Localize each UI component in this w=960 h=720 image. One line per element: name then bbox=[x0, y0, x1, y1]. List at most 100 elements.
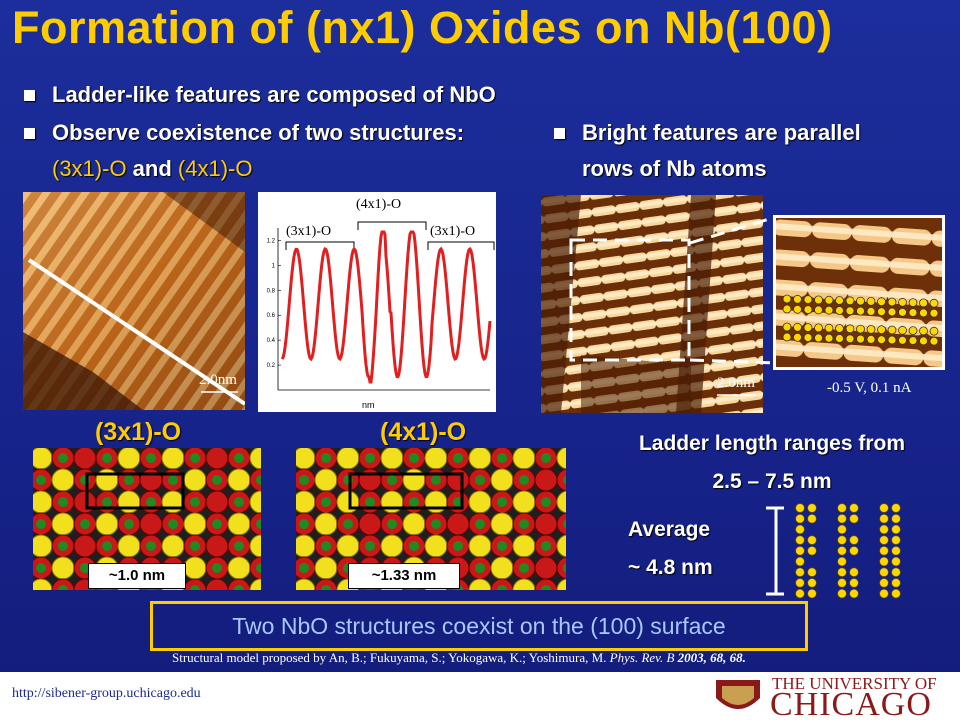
atom-nb bbox=[296, 448, 316, 470]
atom-nb bbox=[468, 578, 492, 590]
atom-nb bbox=[95, 512, 119, 536]
atom bbox=[849, 588, 859, 599]
atom bbox=[795, 567, 805, 577]
atom bbox=[866, 307, 876, 316]
atom-sub bbox=[190, 453, 200, 463]
atom-nb bbox=[227, 468, 251, 492]
atom-nb bbox=[556, 490, 566, 514]
atom bbox=[891, 578, 901, 588]
atom bbox=[814, 295, 823, 305]
atom-nb bbox=[51, 512, 75, 536]
atom bbox=[891, 588, 901, 599]
atom-nb bbox=[117, 490, 141, 514]
atom bbox=[837, 546, 847, 556]
atom bbox=[795, 524, 805, 534]
bullet: Bright features are parallel rows of Nb … bbox=[548, 115, 912, 187]
atom bbox=[929, 298, 939, 308]
atom bbox=[803, 305, 813, 314]
atom-nb bbox=[161, 490, 185, 514]
atom-sub bbox=[256, 475, 261, 485]
atom-sub bbox=[343, 519, 353, 529]
atom-sub bbox=[409, 541, 419, 551]
atom-nb bbox=[512, 534, 536, 558]
atom bbox=[908, 298, 918, 307]
atom-sub bbox=[58, 541, 68, 551]
model-caption: (4x1)-O bbox=[380, 418, 467, 446]
atom-nb bbox=[183, 556, 207, 580]
atom bbox=[879, 514, 889, 524]
y-tick-label: 0.2 bbox=[267, 363, 276, 369]
atom-sub bbox=[409, 497, 419, 507]
atom-o bbox=[73, 534, 97, 558]
citation-journal: Phys. Rev. B bbox=[609, 650, 675, 665]
atom-nb bbox=[296, 534, 316, 558]
atom bbox=[898, 335, 907, 345]
atom bbox=[814, 323, 823, 333]
atom-nb bbox=[296, 578, 316, 590]
citation: Structural model proposed by An, B.; Fuk… bbox=[172, 650, 746, 666]
atom bbox=[908, 308, 918, 317]
atom-sub bbox=[256, 563, 261, 573]
atom-o bbox=[358, 468, 382, 492]
atom-sub bbox=[234, 497, 244, 507]
atom bbox=[891, 556, 901, 567]
atom-nb bbox=[227, 556, 251, 580]
atom bbox=[837, 503, 847, 513]
model-caption: (3x1)-O bbox=[95, 418, 182, 446]
model-size: ~1.0 nm bbox=[88, 563, 186, 589]
atom bbox=[837, 588, 847, 599]
atom bbox=[856, 324, 865, 334]
atom bbox=[835, 296, 844, 305]
atom bbox=[891, 514, 901, 524]
atom bbox=[837, 514, 847, 524]
atom-o bbox=[249, 556, 261, 580]
atom-sub bbox=[146, 497, 156, 507]
atom-sub bbox=[124, 475, 134, 485]
atom-o bbox=[73, 490, 97, 514]
atom bbox=[835, 306, 844, 315]
ladder-text: 2.5 – 7.5 nm bbox=[712, 470, 832, 493]
atom-nb bbox=[556, 448, 566, 470]
atom-sub bbox=[146, 453, 156, 463]
footer: http://sibener-group.uchicago.edu THE UN… bbox=[0, 672, 960, 720]
atom-nb bbox=[490, 512, 514, 536]
bullet: Ladder-like features are composed of NbO bbox=[18, 77, 612, 113]
atom-sub bbox=[146, 541, 156, 551]
atom-sub bbox=[36, 475, 46, 485]
atom bbox=[837, 567, 847, 577]
atom-nb bbox=[468, 490, 492, 514]
atom bbox=[807, 546, 817, 556]
unit-cell bbox=[85, 472, 185, 510]
atom-sub bbox=[321, 497, 331, 507]
atom-sub bbox=[212, 563, 222, 573]
atom-o bbox=[556, 468, 566, 492]
atom bbox=[866, 325, 876, 334]
atom-sub bbox=[321, 541, 331, 551]
zoom-lines bbox=[689, 215, 777, 365]
atom-sub bbox=[541, 585, 551, 590]
atom-nb bbox=[314, 512, 338, 536]
atom-sub bbox=[299, 563, 309, 573]
scale-label: 2.0nm bbox=[717, 375, 755, 391]
atom bbox=[835, 324, 844, 333]
atom bbox=[824, 323, 834, 333]
atom bbox=[879, 588, 889, 599]
atom-o bbox=[249, 512, 261, 536]
y-tick-label: 0.4 bbox=[267, 338, 276, 344]
atom bbox=[795, 514, 805, 524]
bullet-highlight: (4x1)-O bbox=[177, 156, 253, 181]
atom-nb bbox=[51, 468, 75, 492]
atom-sub bbox=[497, 497, 507, 507]
atom-nb bbox=[117, 448, 141, 470]
url[interactable]: http://sibener-group.uchicago.edu bbox=[12, 686, 201, 701]
atom-sub bbox=[58, 585, 68, 590]
atom bbox=[879, 567, 889, 577]
atom-nb bbox=[249, 490, 261, 514]
atom bbox=[837, 556, 847, 567]
atom bbox=[845, 334, 855, 344]
atom bbox=[835, 334, 844, 343]
atom bbox=[782, 294, 792, 304]
atom-nb bbox=[296, 490, 316, 514]
atom-nb bbox=[402, 468, 426, 492]
atom-nb bbox=[249, 448, 261, 470]
